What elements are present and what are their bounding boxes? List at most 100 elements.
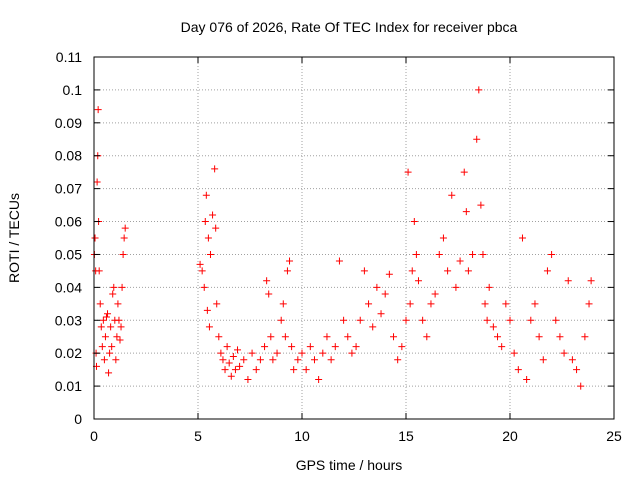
data-point [369, 323, 377, 331]
data-point [485, 283, 493, 291]
data-point [535, 333, 543, 341]
data-point [448, 191, 456, 199]
x-tick-label: 25 [606, 428, 622, 444]
data-point [310, 356, 318, 364]
data-point [283, 267, 291, 275]
data-point [119, 250, 127, 258]
data-point [564, 277, 572, 285]
data-points [90, 86, 595, 390]
data-point [252, 366, 260, 374]
x-tick-label: 15 [398, 428, 414, 444]
data-point [323, 333, 331, 341]
data-point [286, 257, 294, 265]
data-point [234, 346, 242, 354]
data-point [240, 356, 248, 364]
data-point [319, 349, 327, 357]
data-point [263, 277, 271, 285]
data-point [306, 343, 314, 351]
data-point [204, 234, 212, 242]
data-point [116, 336, 124, 344]
data-point [209, 211, 217, 219]
data-point [335, 257, 343, 265]
data-point [112, 356, 120, 364]
data-point [203, 306, 211, 314]
data-point [408, 267, 416, 275]
data-point [481, 300, 489, 308]
data-point [109, 290, 117, 298]
grid-lines [94, 57, 614, 419]
data-point [223, 343, 231, 351]
data-point [444, 267, 452, 275]
data-point [277, 316, 285, 324]
data-point [101, 333, 109, 341]
data-point [281, 333, 289, 341]
data-point [402, 316, 410, 324]
data-point [211, 165, 219, 173]
data-point [348, 349, 356, 357]
data-point [198, 267, 206, 275]
data-point [231, 366, 239, 374]
data-point [404, 168, 412, 176]
data-point [206, 250, 214, 258]
y-tick-labels: 0 0.01 0.02 0.03 0.04 0.05 0.06 0.07 0.08 0.09 0.1… [55, 49, 82, 427]
y-tick-label: 0.06 [55, 214, 82, 230]
x-tick-label: 10 [294, 428, 310, 444]
data-point [385, 270, 393, 278]
data-point [217, 349, 225, 357]
y-tick-label: 0.02 [55, 345, 82, 361]
data-point [105, 369, 113, 377]
data-point [423, 333, 431, 341]
data-point [373, 283, 381, 291]
data-point [356, 316, 364, 324]
data-point [100, 356, 108, 364]
data-point [106, 349, 114, 357]
data-point [115, 316, 123, 324]
data-point [568, 356, 576, 364]
data-point [489, 323, 497, 331]
data-point [302, 366, 310, 374]
y-tick-label: 0.09 [55, 115, 82, 131]
data-point [560, 349, 568, 357]
data-point [475, 86, 483, 94]
data-point [279, 300, 287, 308]
data-point [406, 300, 414, 308]
data-point [543, 267, 551, 275]
x-axis-label: GPS time / hours [296, 457, 403, 473]
data-point [377, 310, 385, 318]
data-point [365, 300, 373, 308]
data-point [460, 168, 468, 176]
y-tick-label: 0.1 [63, 82, 83, 98]
data-point [120, 234, 128, 242]
data-point [196, 260, 204, 268]
data-point [518, 234, 526, 242]
data-point [473, 135, 481, 143]
data-point [439, 234, 447, 242]
data-point [219, 356, 227, 364]
data-point [360, 267, 368, 275]
data-point [412, 250, 420, 258]
data-point [479, 250, 487, 258]
data-point [462, 208, 470, 216]
data-point [539, 356, 547, 364]
data-point [548, 250, 556, 258]
data-point [202, 191, 210, 199]
data-point [99, 316, 107, 324]
y-tick-label: 0.07 [55, 181, 82, 197]
data-point [494, 333, 502, 341]
data-point [227, 372, 235, 380]
data-point [200, 283, 208, 291]
data-point [456, 257, 464, 265]
data-point [273, 349, 281, 357]
data-point [523, 376, 531, 384]
data-point [315, 376, 323, 384]
data-point [498, 343, 506, 351]
data-point [419, 316, 427, 324]
data-point [290, 366, 298, 374]
x-tick-label: 5 [194, 428, 202, 444]
data-point [215, 333, 223, 341]
chart-title: Day 076 of 2026, Rate Of TEC Index for r… [181, 19, 518, 35]
y-axis-label: ROTI / TECUs [6, 193, 22, 283]
data-point [510, 349, 518, 357]
data-point [102, 313, 110, 321]
data-point [427, 300, 435, 308]
